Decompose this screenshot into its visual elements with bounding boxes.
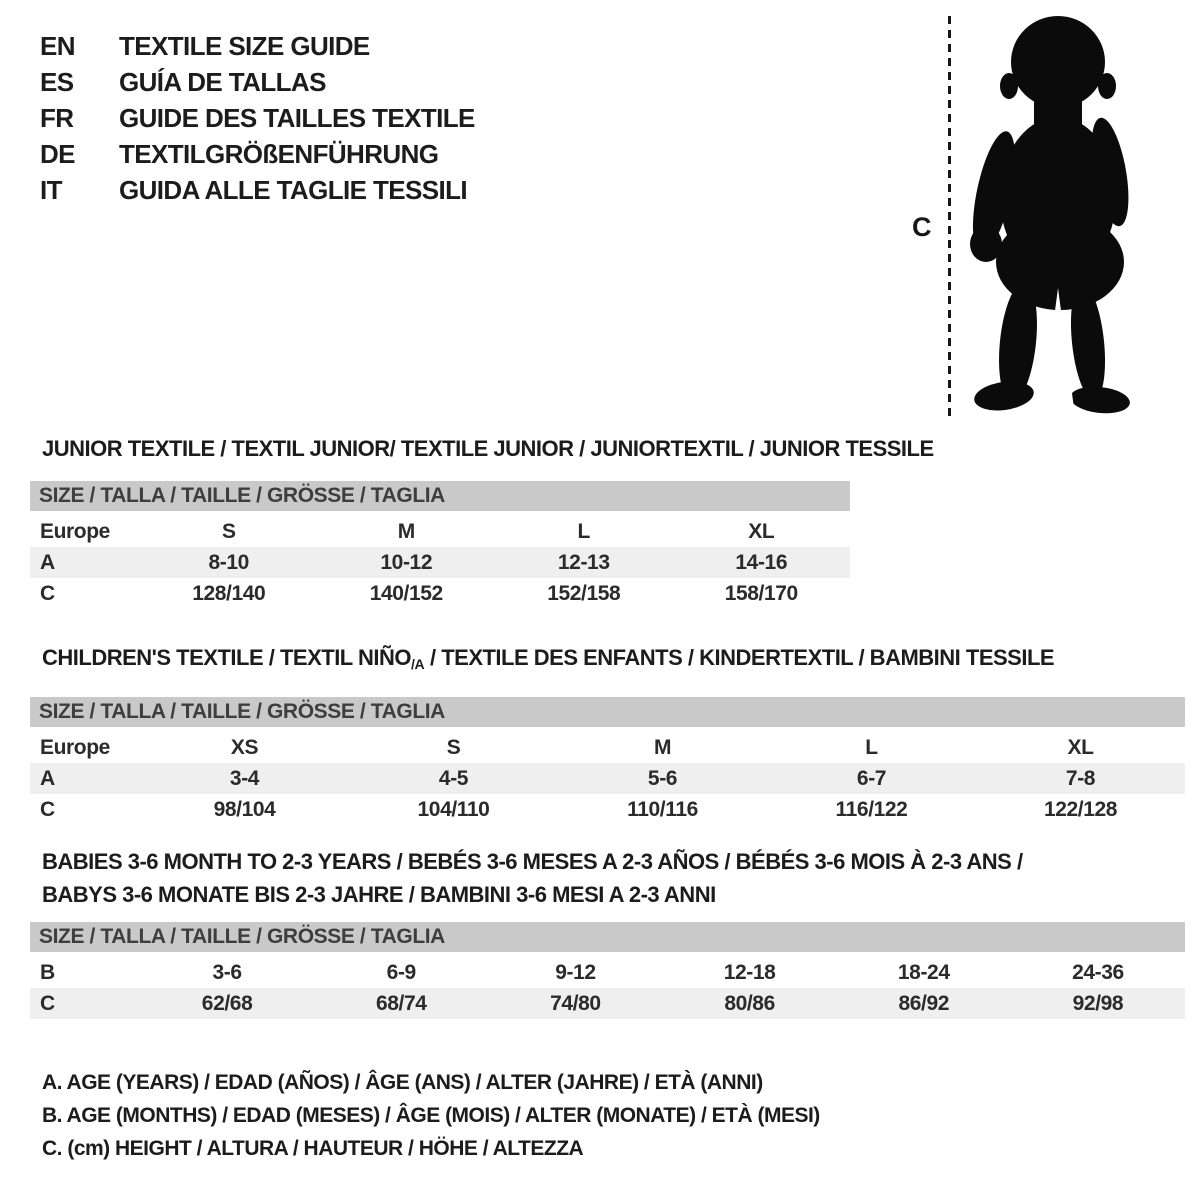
table-cell: 8-10 bbox=[208, 550, 250, 574]
row-label: Europe bbox=[40, 519, 110, 543]
table-row-c: C 98/104 104/110 110/116 116/122 122/128 bbox=[30, 794, 1185, 825]
section-title-text: BABYS 3-6 MONATE BIS 2-3 JAHRE / BAMBINI… bbox=[42, 882, 716, 907]
section-title: BABIES 3-6 MONTH TO 2-3 YEARS / BEBÉS 3-… bbox=[42, 845, 1185, 878]
table-cell: 6-9 bbox=[386, 960, 417, 984]
legend-line-b: B. AGE (MONTHS) / EDAD (MESES) / ÂGE (MO… bbox=[42, 1104, 820, 1127]
language-code: DE bbox=[40, 138, 76, 169]
language-guide-title: GUIDA ALLE TAGLIE TESSILI bbox=[119, 174, 468, 205]
language-guide-title: TEXTILE SIZE GUIDE bbox=[119, 30, 370, 61]
legend-line-a: A. AGE (YEARS) / EDAD (AÑOS) / ÂGE (ANS)… bbox=[42, 1071, 763, 1094]
table-cell: L bbox=[577, 519, 591, 543]
row-label: C bbox=[40, 797, 55, 821]
table-cell: 5-6 bbox=[647, 766, 678, 790]
table-cell: 86/92 bbox=[898, 991, 950, 1015]
table-row-c: C 128/140 140/152 152/158 158/170 bbox=[30, 578, 850, 609]
section-title: JUNIOR TEXTILE / TEXTIL JUNIOR/ TEXTILE … bbox=[42, 432, 934, 465]
table-cell: S bbox=[221, 519, 236, 543]
language-row-es: ES GUÍA DE TALLAS bbox=[40, 64, 475, 100]
table-cell: 158/170 bbox=[724, 581, 799, 605]
language-title-list: EN TEXTILE SIZE GUIDE ES GUÍA DE TALLAS FR GU… bbox=[40, 28, 475, 208]
language-code: ES bbox=[40, 66, 74, 97]
section-title: BABYS 3-6 MONATE BIS 2-3 JAHRE / BAMBINI… bbox=[42, 878, 1185, 911]
table-cell: 98/104 bbox=[213, 797, 276, 821]
table-cell: M bbox=[397, 519, 415, 543]
table-cell: 3-6 bbox=[212, 960, 243, 984]
table-cell: 4-5 bbox=[438, 766, 469, 790]
table-row-europe: Europe S M L XL bbox=[30, 516, 850, 547]
row-label: A bbox=[40, 550, 55, 574]
language-row-de: DE TEXTILGRÖßENFÜHRUNG bbox=[40, 136, 475, 172]
table-row-a: A 8-10 10-12 12-13 14-16 bbox=[30, 547, 850, 578]
language-guide-title: GUÍA DE TALLAS bbox=[119, 66, 326, 97]
table-cell: 12-18 bbox=[723, 960, 776, 984]
height-measure-dashed-line bbox=[948, 16, 951, 416]
table-cell: 122/128 bbox=[1043, 797, 1118, 821]
table-cell: 110/116 bbox=[627, 797, 698, 821]
language-code: EN bbox=[40, 30, 76, 61]
table-cell: 92/98 bbox=[1072, 991, 1124, 1015]
table-row-c: C 62/68 68/74 74/80 80/86 86/92 92/98 bbox=[30, 988, 1185, 1019]
table-cell: 104/110 bbox=[417, 797, 490, 821]
language-row-it: IT GUIDA ALLE TAGLIE TESSILI bbox=[40, 172, 475, 208]
table-cell: 74/80 bbox=[550, 991, 601, 1015]
section-children-textile: CHILDREN'S TEXTILE / TEXTIL NIÑO/A / TEX… bbox=[30, 641, 1185, 825]
table-cell: M bbox=[653, 735, 672, 759]
row-label: B bbox=[40, 960, 55, 984]
table-cell: L bbox=[865, 735, 878, 759]
table-cell: XL bbox=[1067, 735, 1094, 759]
section-title-subscript: /A bbox=[410, 656, 425, 672]
table-cell: 6-7 bbox=[856, 766, 887, 790]
table-cell: 152/158 bbox=[547, 581, 621, 605]
table-cell: 12-13 bbox=[557, 550, 610, 574]
table-cell: 80/86 bbox=[724, 991, 775, 1015]
language-guide-title: GUIDE DES TAILLES TEXTILE bbox=[119, 102, 475, 133]
language-guide-title: TEXTILGRÖßENFÜHRUNG bbox=[119, 138, 439, 169]
section-junior-textile: JUNIOR TEXTILE / TEXTIL JUNIOR/ TEXTILE … bbox=[30, 432, 934, 609]
section-title: CHILDREN'S TEXTILE / TEXTIL NIÑO/A / TEX… bbox=[42, 641, 1185, 681]
size-header-bar: SIZE / TALLA / TAILLE / GRÖSSE / TAGLIA bbox=[30, 697, 1185, 727]
size-header-bar: SIZE / TALLA / TAILLE / GRÖSSE / TAGLIA bbox=[30, 922, 1185, 952]
table-cell: 24-36 bbox=[1072, 960, 1124, 984]
table-cell: S bbox=[446, 735, 461, 759]
height-measure-label: C bbox=[912, 212, 932, 242]
row-label: C bbox=[40, 581, 55, 605]
row-label: C bbox=[40, 991, 55, 1015]
table-cell: XL bbox=[748, 519, 775, 543]
table-cell: 9-12 bbox=[555, 960, 596, 984]
table-row-europe: Europe XS S M L XL bbox=[30, 732, 1185, 763]
table-cell: 116/122 bbox=[835, 797, 908, 821]
table-cell: 7-8 bbox=[1065, 766, 1096, 790]
size-table: Europe S M L XL A 8-10 10-12 12-13 14-16 C 128/140 1… bbox=[30, 516, 850, 609]
size-table: Europe XS S M L XL A 3-4 4-5 5-6 6-7 7-8 C 98/104 104/… bbox=[30, 732, 1185, 825]
legend: A. AGE (YEARS) / EDAD (AÑOS) / ÂGE (ANS)… bbox=[42, 1066, 820, 1165]
legend-line-c: C. (cm) HEIGHT / ALTURA / HAUTEUR / HÖHE… bbox=[42, 1137, 584, 1160]
language-code: FR bbox=[40, 102, 74, 133]
table-cell: 62/68 bbox=[201, 991, 253, 1015]
language-row-en: EN TEXTILE SIZE GUIDE bbox=[40, 28, 475, 64]
table-cell: 3-4 bbox=[229, 766, 260, 790]
size-table: B 3-6 6-9 9-12 12-18 18-24 24-36 C 62/68 68/74 74/… bbox=[30, 957, 1185, 1019]
table-cell: 68/74 bbox=[375, 991, 427, 1015]
section-babies-textile: BABIES 3-6 MONTH TO 2-3 YEARS / BEBÉS 3-… bbox=[30, 845, 1185, 1019]
table-cell: 18-24 bbox=[897, 960, 950, 984]
table-cell: 128/140 bbox=[192, 581, 266, 605]
table-cell: 140/152 bbox=[369, 581, 444, 605]
table-row-a: A 3-4 4-5 5-6 6-7 7-8 bbox=[30, 763, 1185, 794]
baby-silhouette-icon bbox=[970, 16, 1130, 416]
section-title-text: CHILDREN'S TEXTILE / TEXTIL NIÑO bbox=[42, 645, 411, 670]
row-label: A bbox=[40, 766, 55, 790]
table-cell: 14-16 bbox=[735, 550, 788, 574]
table-row-b: B 3-6 6-9 9-12 12-18 18-24 24-36 bbox=[30, 957, 1185, 988]
table-cell: 10-12 bbox=[380, 550, 433, 574]
language-code: IT bbox=[40, 174, 63, 205]
section-title-text: / TEXTILE DES ENFANTS / KINDERTEXTIL / B… bbox=[424, 645, 1055, 670]
table-cell: XS bbox=[230, 735, 259, 759]
language-row-fr: FR GUIDE DES TAILLES TEXTILE bbox=[40, 100, 475, 136]
section-title-text: JUNIOR TEXTILE / TEXTIL JUNIOR/ TEXTILE … bbox=[42, 436, 934, 461]
section-title-text: BABIES 3-6 MONTH TO 2-3 YEARS / BEBÉS 3-… bbox=[42, 849, 1023, 874]
size-header-bar: SIZE / TALLA / TAILLE / GRÖSSE / TAGLIA bbox=[30, 481, 850, 511]
row-label: Europe bbox=[40, 735, 110, 759]
